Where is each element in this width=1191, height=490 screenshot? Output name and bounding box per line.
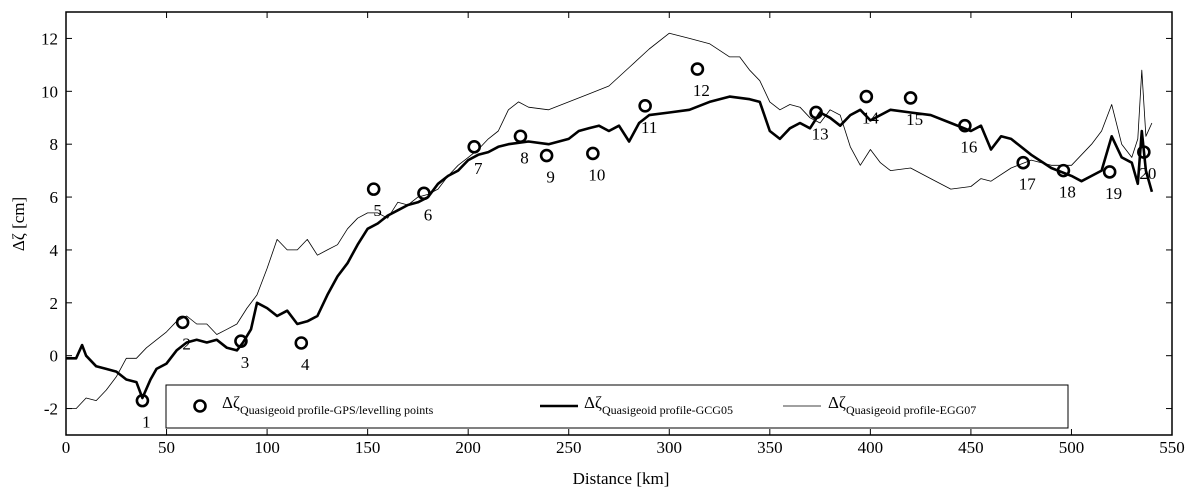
gps-point (513, 129, 528, 144)
legend-name: Δζ (222, 393, 240, 412)
y-tick-label: 8 (50, 135, 59, 154)
legend-label: ΔζQuasigeoid profile-GPS/levelling point… (222, 393, 434, 417)
point-label: 6 (424, 205, 433, 224)
point-label: 19 (1105, 184, 1122, 203)
y-tick-label: 2 (50, 294, 59, 313)
x-tick-label: 400 (858, 438, 884, 457)
x-tick-label: 250 (556, 438, 582, 457)
point-label: 14 (862, 109, 880, 128)
x-tick-label: 50 (158, 438, 175, 457)
x-tick-label: 500 (1059, 438, 1085, 457)
point-label: 11 (641, 118, 657, 137)
legend-marker (193, 399, 207, 413)
point-label: 4 (301, 355, 310, 374)
gps-point (1016, 155, 1030, 170)
y-tick-label: 10 (41, 82, 58, 101)
gps-point (539, 148, 554, 163)
legend-name: Δζ (584, 393, 602, 412)
legend-subscript: Quasigeoid profile-EGG07 (846, 403, 976, 417)
x-tick-label: 200 (455, 438, 481, 457)
point-label: 17 (1019, 175, 1037, 194)
legend: ΔζQuasigeoid profile-GPS/levelling point… (165, 384, 1069, 429)
y-tick-label: -2 (44, 400, 58, 419)
gps-point (294, 336, 309, 350)
gps-point (859, 89, 874, 104)
y-tick-label: 0 (50, 347, 59, 366)
point-label: 12 (693, 81, 710, 100)
gps-point (366, 182, 381, 196)
gps-point (586, 146, 600, 161)
gps-point (175, 315, 190, 330)
y-axis-label: Δζ [cm] (9, 197, 28, 251)
gps-point (690, 62, 705, 76)
gps-point (903, 91, 918, 105)
point-label: 7 (474, 159, 483, 178)
x-tick-label: 300 (657, 438, 683, 457)
x-tick-label: 450 (958, 438, 984, 457)
point-label: 8 (520, 148, 529, 167)
legend-name: Δζ (828, 393, 846, 412)
point-label: 1 (142, 413, 151, 432)
y-tick-label: 6 (50, 188, 59, 207)
plot-frame (65, 11, 1173, 436)
point-label: 16 (960, 138, 977, 157)
x-tick-label: 100 (254, 438, 280, 457)
legend-box (165, 384, 1069, 429)
gps-point (1102, 165, 1117, 179)
x-tick-label: 350 (757, 438, 783, 457)
x-tick-label: 550 (1159, 438, 1185, 457)
legend-subscript: Quasigeoid profile-GPS/levelling points (240, 403, 434, 417)
gps-point (467, 140, 482, 154)
point-label: 3 (241, 353, 250, 372)
profile-line (66, 32, 1153, 409)
point-label: 9 (546, 168, 555, 187)
profile-line (66, 95, 1154, 400)
legend-label: ΔζQuasigeoid profile-EGG07 (828, 393, 976, 417)
legend-subscript: Quasigeoid profile-GCG05 (602, 403, 733, 417)
y-tick-label: 12 (41, 29, 58, 48)
legend-label: ΔζQuasigeoid profile-GCG05 (584, 393, 733, 417)
x-tick-label: 0 (62, 438, 71, 457)
x-tick-label: 150 (355, 438, 381, 457)
x-axis-label: Distance [km] (573, 469, 670, 488)
gps-point (638, 99, 652, 113)
point-label: 5 (373, 201, 382, 220)
y-tick-label: 4 (50, 241, 59, 260)
point-label: 10 (588, 165, 605, 184)
point-label: 18 (1059, 183, 1076, 202)
point-label: 13 (812, 124, 829, 143)
